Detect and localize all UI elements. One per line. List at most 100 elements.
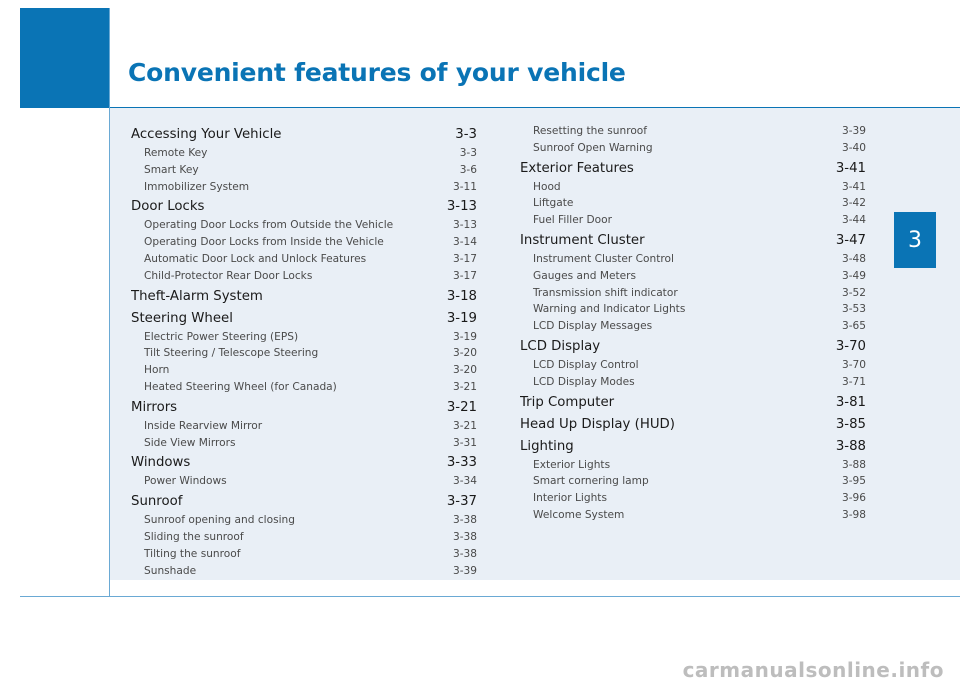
- toc-entry-page: 3-21: [452, 419, 477, 432]
- toc-section-page: 3-13: [446, 199, 477, 215]
- toc-entry[interactable]: Side View Mirrors 3-31: [131, 435, 477, 452]
- toc-entry[interactable]: Transmission shift indicator 3-52: [520, 285, 866, 302]
- toc-entry-title: Interior Lights: [533, 492, 607, 505]
- toc-section-page: 3-85: [835, 416, 866, 432]
- toc-entry-title: Transmission shift indicator: [533, 286, 678, 299]
- toc-section[interactable]: Head Up Display (HUD) 3-85: [520, 415, 866, 435]
- toc-entry[interactable]: Sunroof Open Warning 3-40: [520, 140, 866, 157]
- toc-section-title: Accessing Your Vehicle: [131, 127, 282, 142]
- toc-section[interactable]: Windows 3-33: [131, 453, 477, 473]
- toc-section-page: 3-37: [446, 494, 477, 510]
- toc-section[interactable]: Steering Wheel 3-19: [131, 309, 477, 329]
- toc-entry[interactable]: Exterior Lights 3-88: [520, 457, 866, 474]
- toc-entry[interactable]: Smart Key 3-6: [131, 162, 477, 179]
- toc-entry[interactable]: Automatic Door Lock and Unlock Features 3…: [131, 251, 477, 268]
- toc-entry-page: 3-14: [452, 236, 477, 249]
- toc-entry-page: 3-53: [841, 303, 866, 316]
- toc-column-left: Accessing Your Vehicle 3-3 Remote Key 3-3 Sm…: [131, 123, 477, 579]
- toc-entry[interactable]: Tilting the sunroof 3-38: [131, 546, 477, 563]
- toc-entry-title: Resetting the sunroof: [533, 125, 648, 137]
- toc-entry[interactable]: Hood 3-41: [520, 179, 866, 196]
- toc-entry[interactable]: Operating Door Locks from Outside the Ve…: [131, 217, 477, 234]
- toc-entry[interactable]: Fuel Filler Door 3-44: [520, 212, 866, 229]
- toc-entry[interactable]: Tilt Steering / Telescope Steering 3-20: [131, 345, 477, 362]
- toc-section[interactable]: Theft-Alarm System 3-18: [131, 287, 477, 307]
- toc-entry-title: Child-Protector Rear Door Locks: [144, 269, 313, 282]
- toc-section[interactable]: LCD Display 3-70: [520, 337, 866, 357]
- toc-entry-page: 3-20: [452, 347, 477, 360]
- toc-entry-title: Tilt Steering / Telescope Steering: [144, 347, 319, 360]
- toc-entry[interactable]: Interior Lights 3-96: [520, 490, 866, 507]
- toc-section[interactable]: Exterior Features 3-41: [520, 159, 866, 179]
- toc-entry-page: 3-48: [841, 252, 866, 265]
- toc-section[interactable]: Accessing Your Vehicle 3-3: [131, 125, 477, 145]
- header-blue-block: [20, 8, 109, 108]
- toc-entry[interactable]: LCD Display Control 3-70: [520, 357, 866, 374]
- toc-entry[interactable]: Sunroof opening and closing 3-38: [131, 512, 477, 529]
- chapter-tab[interactable]: 3: [894, 212, 936, 268]
- toc-entry-page: 3-39: [841, 125, 866, 137]
- toc-entry[interactable]: Sunshade 3-39: [131, 563, 477, 580]
- toc-section[interactable]: Door Locks 3-13: [131, 197, 477, 217]
- toc-entry[interactable]: Smart cornering lamp 3-95: [520, 473, 866, 490]
- toc-section[interactable]: Sunroof 3-37: [131, 492, 477, 512]
- toc-entry-title: Horn: [144, 364, 170, 377]
- toc-entry[interactable]: Sliding the sunroof 3-38: [131, 529, 477, 546]
- toc-entry[interactable]: Heated Steering Wheel (for Canada) 3-21: [131, 379, 477, 396]
- toc-entry-title: Smart cornering lamp: [533, 475, 649, 488]
- toc-section[interactable]: Mirrors 3-21: [131, 398, 477, 418]
- toc-section[interactable]: Trip Computer 3-81: [520, 393, 866, 413]
- toc-section[interactable]: Instrument Cluster 3-47: [520, 231, 866, 251]
- toc-entry[interactable]: Immobilizer System 3-11: [131, 179, 477, 196]
- toc-entry-title: Tilting the sunroof: [144, 547, 241, 560]
- toc-entry[interactable]: Power Windows 3-34: [131, 473, 477, 490]
- toc-section-title: Mirrors: [131, 399, 178, 415]
- toc-section-page: 3-70: [835, 338, 866, 354]
- toc-entry[interactable]: Child-Protector Rear Door Locks 3-17: [131, 268, 477, 285]
- toc-section-title: Theft-Alarm System: [131, 288, 263, 304]
- toc-entry[interactable]: Warning and Indicator Lights 3-53: [520, 301, 866, 318]
- toc-section-page: 3-33: [446, 455, 477, 471]
- toc-entry[interactable]: Instrument Cluster Control 3-48: [520, 251, 866, 268]
- toc-entry[interactable]: Horn 3-20: [131, 362, 477, 379]
- toc-entry[interactable]: Gauges and Meters 3-49: [520, 268, 866, 285]
- toc-entry-page: 3-17: [452, 269, 477, 282]
- toc-section[interactable]: Lighting 3-88: [520, 437, 866, 457]
- toc-entry-page: 3-49: [841, 269, 866, 282]
- toc-entry[interactable]: LCD Display Messages 3-65: [520, 318, 866, 335]
- toc-entry[interactable]: Liftgate 3-42: [520, 195, 866, 212]
- toc-entry-page: 3-70: [841, 358, 866, 371]
- toc-entry[interactable]: LCD Display Modes 3-71: [520, 374, 866, 391]
- toc-section-page: 3-88: [835, 438, 866, 454]
- toc-entry[interactable]: Inside Rearview Mirror 3-21: [131, 418, 477, 435]
- toc-entry-title: Welcome System: [533, 508, 625, 521]
- toc-section-title: Head Up Display (HUD): [520, 416, 675, 432]
- toc-entry-page: 3-17: [452, 252, 477, 265]
- toc-entry[interactable]: Remote Key 3-3: [131, 145, 477, 162]
- vertical-divider: [109, 8, 110, 596]
- toc-entry-title: LCD Display Messages: [533, 320, 653, 333]
- toc-entry-page: 3-96: [841, 492, 866, 505]
- toc-entry-page: 3-98: [841, 508, 866, 521]
- toc-entry[interactable]: Operating Door Locks from Inside the Veh…: [131, 234, 477, 251]
- toc-entry[interactable]: Resetting the sunroof 3-39: [520, 123, 866, 140]
- toc-section-page: 3-81: [835, 394, 866, 410]
- toc-entry-title: Operating Door Locks from Outside the Ve…: [144, 219, 394, 232]
- toc-entry-title: Automatic Door Lock and Unlock Features: [144, 252, 367, 265]
- toc-section-title: Instrument Cluster: [520, 232, 645, 248]
- toc-entry[interactable]: Welcome System 3-98: [520, 507, 866, 524]
- toc-section-title: Exterior Features: [520, 160, 634, 176]
- toc-entry-title: Smart Key: [144, 163, 199, 176]
- toc-entry-page: 3-13: [452, 219, 477, 232]
- toc-entry-page: 3-65: [841, 320, 866, 333]
- toc-entry-page: 3-71: [841, 375, 866, 388]
- toc-section-page: 3-3: [455, 127, 477, 142]
- toc-entry[interactable]: Electric Power Steering (EPS) 3-19: [131, 329, 477, 346]
- toc-entry-title: Sunroof opening and closing: [144, 514, 295, 527]
- toc-section-title: Steering Wheel: [131, 310, 233, 326]
- toc-section-title: Trip Computer: [520, 394, 615, 410]
- toc-entry-title: Immobilizer System: [144, 180, 250, 193]
- title-underline: [110, 107, 960, 108]
- toc-section-title: Door Locks: [131, 199, 205, 215]
- toc-entry-page: 3-19: [452, 330, 477, 343]
